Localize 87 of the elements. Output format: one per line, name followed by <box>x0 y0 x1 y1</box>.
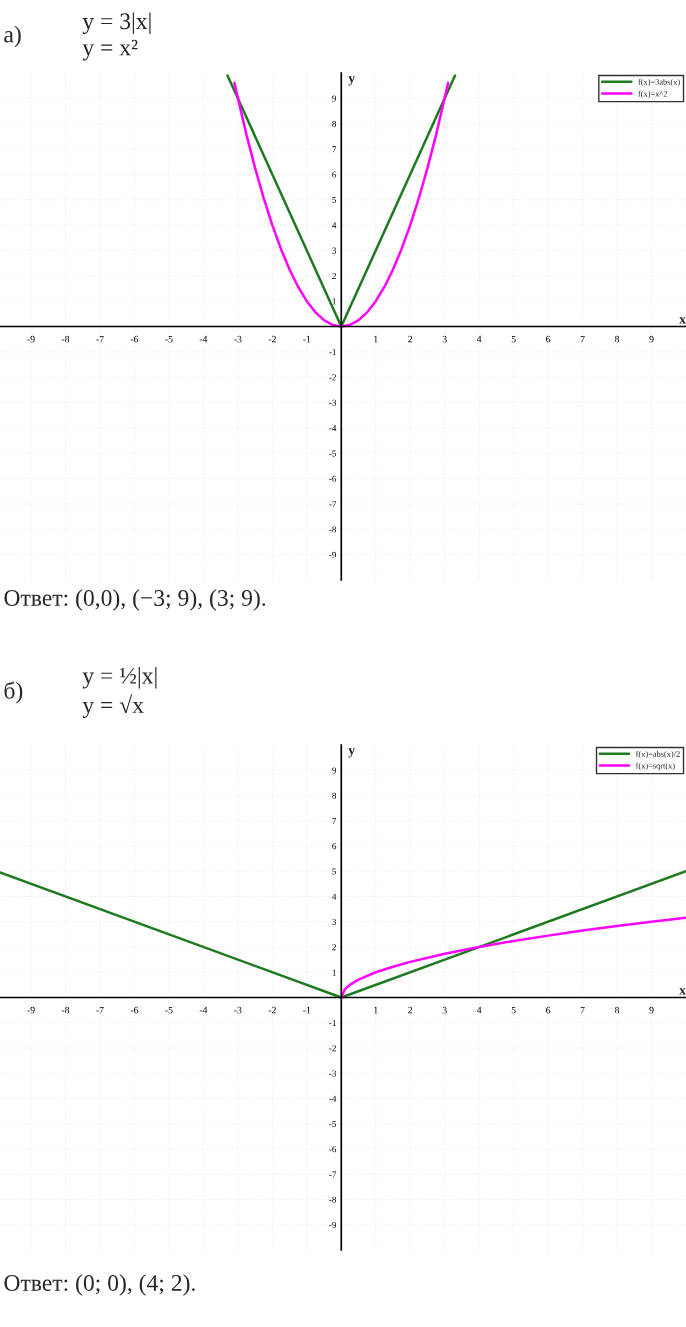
chart-title: а) <box>4 25 21 48</box>
y-tick-label: 1 <box>332 969 336 976</box>
y-tick-label: -2 <box>329 374 336 381</box>
x-tick-label: -7 <box>96 1006 104 1014</box>
y-tick-label: 2 <box>332 272 336 279</box>
y-tick-label: -9 <box>329 551 337 558</box>
y-tick-label: -4 <box>329 425 337 432</box>
y-tick-label: -1 <box>329 349 336 355</box>
x-axis-title: x <box>679 988 686 995</box>
y-tick-label: 2 <box>332 944 336 951</box>
y-tick-label: -3 <box>329 1070 337 1077</box>
y-tick-label: -7 <box>329 501 337 508</box>
y-tick-label: -2 <box>329 1045 336 1052</box>
y-tick-label: -6 <box>329 1146 337 1153</box>
x-axis-title: x <box>679 317 686 324</box>
text: Ответ: (0; 0), (4; 2). <box>4 1274 195 1296</box>
y-tick-label: -4 <box>329 1095 337 1102</box>
y-tick-label: 4 <box>332 222 337 229</box>
x-tick-label: -4 <box>199 1006 208 1014</box>
x-tick-label: -6 <box>130 1006 139 1014</box>
x-tick-label: -2 <box>268 1006 276 1014</box>
y-tick-label: -6 <box>329 475 337 482</box>
x-tick-label: -8 <box>61 1006 70 1014</box>
x-tick-label: 1 <box>374 1006 378 1014</box>
x-tick-label: 8 <box>615 1006 620 1014</box>
y-tick-label: 7 <box>332 817 337 824</box>
x-tick-label: 4 <box>476 335 482 343</box>
x-tick-label: -6 <box>130 335 139 343</box>
y-tick-label: -5 <box>329 450 337 457</box>
y-tick-label: 6 <box>332 171 337 178</box>
y-tick-label: 3 <box>332 918 337 925</box>
y-tick-label: 5 <box>332 196 337 203</box>
y-tick-label: -7 <box>329 1171 337 1178</box>
x-tick-label: -5 <box>165 1006 173 1014</box>
x-tick-label: -5 <box>165 335 173 343</box>
x-tick-label: 6 <box>546 1006 551 1014</box>
x-tick-label: -7 <box>96 335 104 343</box>
x-tick-label: 5 <box>511 1006 516 1014</box>
x-tick-label: -3 <box>234 335 242 343</box>
line-series <box>340 916 686 999</box>
x-tick-label: 9 <box>649 1006 654 1014</box>
chart-title: б) <box>4 681 23 704</box>
x-tick-label: -8 <box>61 335 70 343</box>
y-tick-label: 8 <box>332 120 337 127</box>
y-tick-label: 3 <box>332 247 337 254</box>
x-tick-label: 4 <box>476 1006 482 1014</box>
x-tick-label: 9 <box>649 335 654 343</box>
x-tick-label: 5 <box>511 335 516 343</box>
x-tick-label: 7 <box>580 1006 585 1014</box>
x-tick-label: -9 <box>27 335 35 343</box>
x-tick-label: -1 <box>303 335 311 343</box>
text: Ответ: (0,0), (−3; 9), (3; 9). <box>4 589 266 611</box>
y-tick-label: 1 <box>332 298 336 305</box>
y-tick-label: -9 <box>329 1221 337 1228</box>
x-tick-label: 2 <box>408 335 413 343</box>
y-axis-title: y <box>348 76 356 86</box>
y-tick-label: 7 <box>332 146 337 153</box>
y-tick-label: 8 <box>332 792 337 799</box>
y-tick-label: 5 <box>332 868 337 875</box>
y-tick-label: -3 <box>329 399 337 406</box>
y-tick-label: -1 <box>329 1019 336 1026</box>
legend-label: f(x)=3abs(x) <box>638 78 680 87</box>
x-tick-label: 7 <box>580 335 585 343</box>
x-tick-label: 3 <box>442 1006 447 1014</box>
legend-label: f(x)=abs(x)/2 <box>635 750 680 759</box>
legend-label: f(x)=sqrt(x) <box>635 762 675 771</box>
x-tick-label: 3 <box>442 335 447 343</box>
y-tick-label: 4 <box>332 893 337 900</box>
chart-subtitle: y = 3|x| y = x² <box>82 12 151 61</box>
y-tick-label: 9 <box>332 767 337 774</box>
x-tick-label: 6 <box>546 335 551 343</box>
legend-label: f(x)=x^2 <box>638 90 667 99</box>
y-tick-label: 6 <box>332 843 337 850</box>
y-tick-label: -8 <box>329 526 337 533</box>
x-tick-label: 1 <box>374 335 378 343</box>
x-tick-label: -3 <box>234 1006 242 1014</box>
y-axis-title: y <box>348 748 356 758</box>
x-tick-label: 8 <box>615 335 620 343</box>
x-tick-label: -1 <box>303 1006 311 1014</box>
x-tick-label: -9 <box>27 1006 35 1014</box>
y-tick-label: -5 <box>329 1120 337 1127</box>
x-tick-label: -4 <box>199 335 208 343</box>
x-tick-label: 2 <box>408 1006 413 1014</box>
y-tick-label: -8 <box>329 1196 337 1203</box>
x-tick-label: -2 <box>268 335 276 343</box>
chart-subtitle: y = ½|x| y = √x <box>82 667 157 718</box>
y-tick-label: 9 <box>332 95 337 102</box>
